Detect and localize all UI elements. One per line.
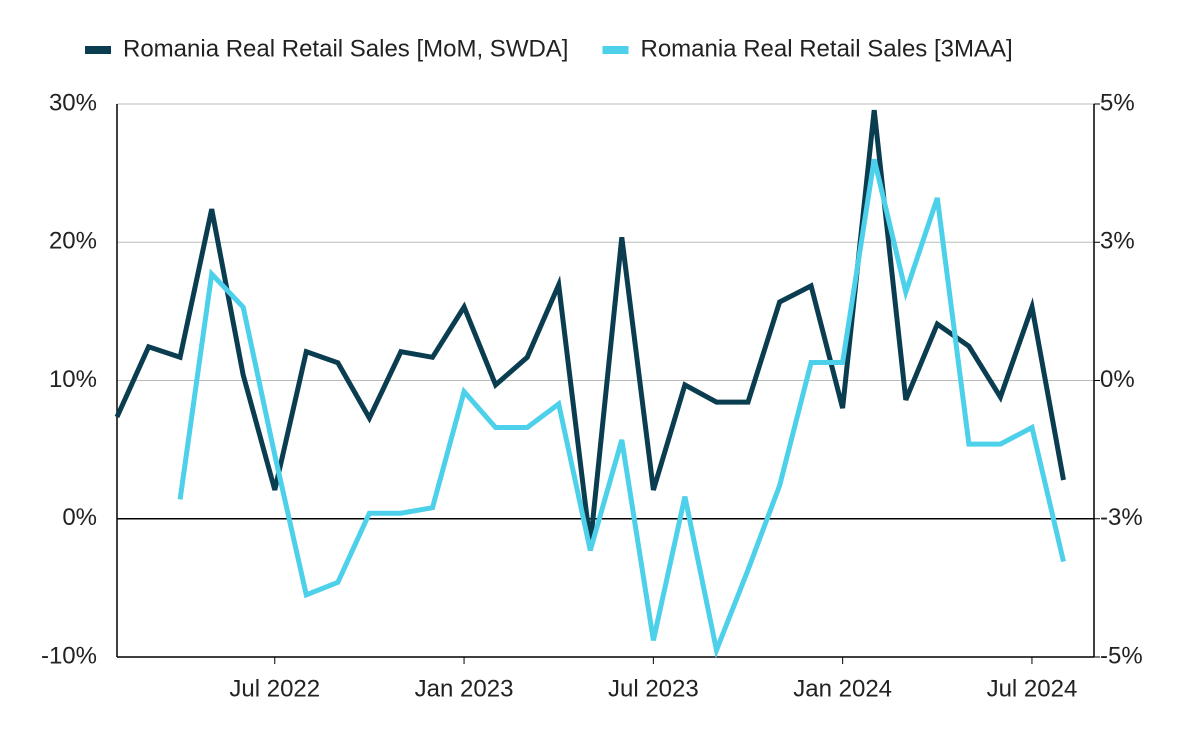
x-tick-label: Jan 2024 — [793, 675, 892, 702]
x-tick-label: Jul 2024 — [987, 675, 1078, 702]
y2-tick-label: -5% — [1100, 642, 1143, 669]
y-tick-label: 10% — [49, 366, 97, 393]
x-tick-label: Jul 2022 — [229, 675, 320, 702]
x-tick-label: Jul 2023 — [608, 675, 699, 702]
y2-tick-label: -3% — [1100, 504, 1143, 531]
y2-tick-label: 0% — [1100, 366, 1135, 393]
y-tick-label: 20% — [49, 228, 97, 255]
legend-label: Romania Real Retail Sales [MoM, SWDA] — [123, 35, 568, 62]
y2-tick-label: 3% — [1100, 228, 1135, 255]
series-line — [114, 109, 1066, 546]
legend-label: Romania Real Retail Sales [3MAA] — [640, 35, 1012, 62]
y2-tick-label: 5% — [1100, 89, 1135, 116]
y-tick-label: 0% — [62, 504, 97, 531]
y-tick-label: 30% — [49, 89, 97, 116]
series-line — [177, 158, 1066, 659]
y-tick-label: -10% — [41, 642, 97, 669]
x-tick-label: Jan 2023 — [415, 675, 514, 702]
